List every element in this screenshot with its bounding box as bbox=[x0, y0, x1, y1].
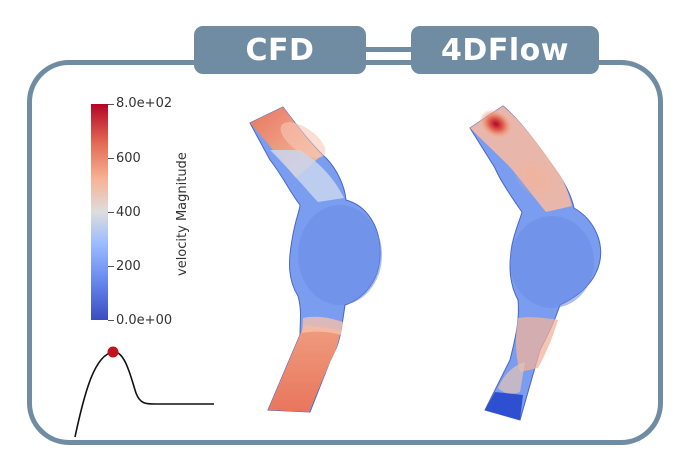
colorbar-tick bbox=[108, 320, 114, 321]
colorbar-tick-label: 600 bbox=[116, 151, 141, 166]
colorbar-tick bbox=[108, 104, 114, 105]
colorbar-tick-label: 200 bbox=[116, 259, 141, 274]
waveform-inset bbox=[74, 346, 214, 438]
colorbar-tick bbox=[108, 266, 114, 267]
waveform-curve bbox=[74, 351, 214, 438]
4dflow-vessel bbox=[469, 105, 602, 421]
4dflow-label: 4DFlow bbox=[411, 26, 599, 74]
colorbar-tick bbox=[108, 158, 114, 159]
colorbar-tick-label: 400 bbox=[116, 205, 141, 220]
cfd-vessel bbox=[249, 106, 382, 413]
cfd-label: CFD bbox=[194, 26, 366, 74]
waveform-marker bbox=[107, 346, 119, 358]
colorbar bbox=[91, 104, 108, 320]
colorbar-tick-label: 8.0e+02 bbox=[116, 96, 173, 111]
colorbar-tick bbox=[108, 212, 114, 213]
tab-connector bbox=[366, 47, 411, 52]
colorbar-tick-label: 0.0e+00 bbox=[116, 313, 173, 328]
